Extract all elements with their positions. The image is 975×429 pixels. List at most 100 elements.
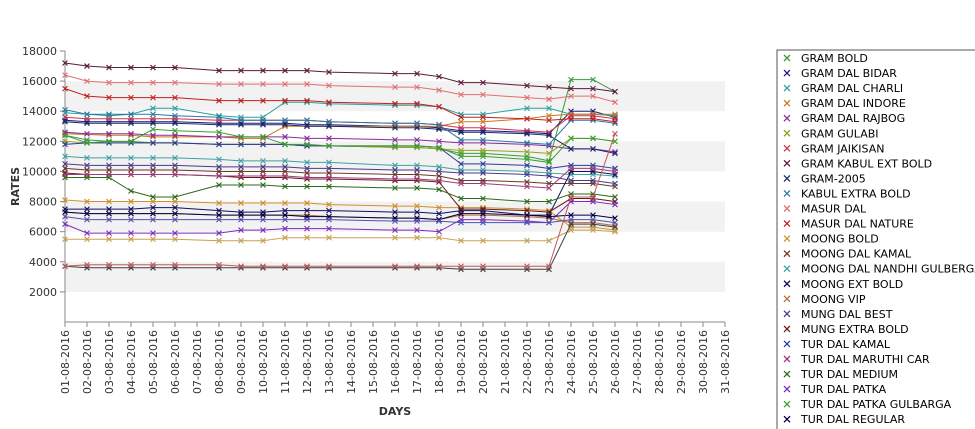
data-point: [128, 162, 134, 169]
legend-label: MASUR DAL: [801, 203, 867, 216]
legend-marker: [783, 265, 791, 273]
data-point: [326, 123, 332, 130]
data-point: [590, 135, 596, 142]
legend-item: GRAM DAL INDORE: [783, 97, 906, 110]
y-tick-label: 14000: [22, 105, 57, 118]
data-point: [304, 183, 310, 190]
data-point: [150, 94, 156, 101]
x-tick-label: 27-08-2016: [631, 330, 644, 394]
data-point: [524, 179, 530, 185]
data-point: [106, 79, 112, 86]
data-point: [524, 183, 530, 190]
series-line: [64, 163, 616, 184]
data-point: [546, 180, 552, 187]
data-point: [568, 135, 574, 142]
data-point: [216, 81, 222, 88]
data-point: [326, 174, 332, 181]
data-point: [128, 230, 134, 237]
data-point: [326, 201, 332, 208]
series-line: [64, 216, 616, 224]
data-point: [238, 141, 244, 148]
data-point: [436, 144, 442, 151]
data-point: [436, 138, 442, 145]
data-point: [84, 174, 90, 181]
x-tick-label: 14-08-2016: [345, 330, 358, 394]
data-point: [172, 216, 178, 223]
data-point: [150, 204, 156, 211]
data-point: [238, 182, 244, 188]
data-point: [546, 150, 552, 157]
legend-item: TUR DAL PATKA GULBARGA: [783, 398, 952, 411]
data-point: [216, 141, 222, 148]
legend-marker: [783, 205, 791, 212]
data-point: [326, 263, 332, 270]
x-tick-label: 13-08-2016: [323, 330, 336, 394]
legend-label: GRAM JAIKISAN: [801, 142, 884, 155]
data-point: [590, 115, 596, 122]
series-11: [62, 85, 618, 125]
series-line: [65, 170, 616, 216]
series-line: [64, 121, 616, 154]
data-point: [392, 124, 398, 131]
data-point: [150, 198, 156, 205]
series-8: [62, 118, 618, 157]
data-point: [414, 227, 420, 234]
data-point: [84, 139, 90, 146]
data-point: [436, 168, 442, 175]
data-point: [260, 200, 266, 206]
legend-item: GRAM BOLD: [783, 52, 868, 65]
legend-label: MOONG EXT BOLD: [801, 278, 903, 291]
data-point: [62, 197, 68, 203]
data-point: [414, 70, 420, 77]
data-point: [128, 188, 134, 194]
series-25: [62, 227, 618, 244]
data-point: [238, 133, 244, 140]
data-point: [216, 182, 222, 188]
data-point: [546, 185, 552, 191]
data-point: [150, 216, 156, 223]
data-point: [480, 147, 486, 154]
data-point: [392, 263, 398, 270]
y-tick-label: 16000: [22, 75, 57, 88]
data-point: [172, 112, 178, 119]
y-tick-label: 10000: [22, 165, 57, 178]
data-point: [590, 212, 596, 218]
data-point: [524, 94, 530, 101]
data-point: [282, 158, 288, 164]
data-point: [458, 118, 464, 125]
data-point: [84, 155, 90, 161]
legend-item: KABUL EXTRA BOLD: [783, 187, 911, 200]
data-point: [84, 93, 90, 100]
data-point: [392, 136, 398, 143]
legend-marker: [783, 114, 791, 122]
series-10: [62, 72, 618, 106]
data-point: [172, 79, 178, 86]
legend-label: MASUR DAL NATURE: [801, 218, 914, 231]
data-point: [612, 88, 618, 95]
legend-item: MUNG EXTRA BOLD: [783, 323, 909, 336]
legend-marker: [783, 174, 791, 182]
data-point: [62, 118, 68, 125]
data-point: [106, 111, 112, 118]
data-point: [414, 142, 420, 149]
x-tick-label: 30-08-2016: [697, 330, 710, 394]
data-point: [524, 162, 530, 169]
legend-marker: [783, 99, 791, 107]
data-point: [106, 167, 112, 173]
series-28: [62, 213, 618, 226]
data-point: [62, 60, 68, 66]
data-point: [62, 174, 68, 181]
data-point: [260, 227, 266, 234]
data-point: [568, 177, 574, 184]
legend-item: GRAM DAL BIDAR: [783, 67, 897, 80]
data-point: [546, 209, 552, 215]
legend-label: TUR DAL MEDIUM: [800, 368, 898, 381]
data-point: [260, 141, 266, 148]
data-point: [458, 210, 464, 217]
data-point: [238, 121, 244, 128]
data-point: [546, 263, 552, 270]
data-point: [238, 212, 244, 218]
data-point: [436, 173, 442, 179]
grid-band: [65, 81, 725, 112]
data-point: [568, 76, 574, 83]
